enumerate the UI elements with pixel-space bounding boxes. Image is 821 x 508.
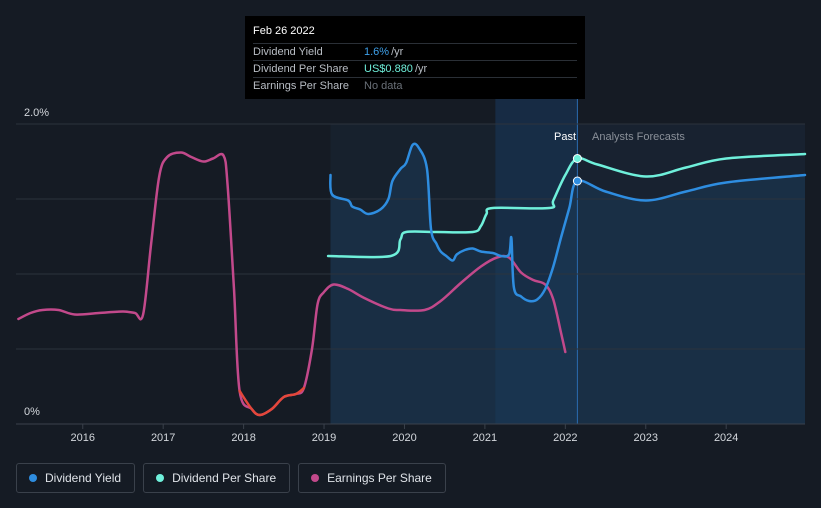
legend-label: Dividend Per Share: [172, 471, 277, 485]
tooltip-row-earnings-per-share: Earnings Per Share No data: [253, 77, 577, 94]
x-tick-label: 2016: [71, 432, 95, 444]
x-tick-label: 2020: [392, 432, 416, 444]
x-tick-label: 2023: [634, 432, 658, 444]
dividend-yield-line: [329, 142, 807, 303]
tooltip-value: US$0.880: [364, 63, 413, 75]
x-tick-label: 2021: [473, 432, 497, 444]
x-tick-label: 2018: [231, 432, 255, 444]
dividend-per-share-line: [326, 152, 807, 259]
x-tick-label: 2024: [714, 432, 738, 444]
hover-tooltip: Feb 26 2022 Dividend Yield 1.6% /yr Divi…: [245, 16, 585, 99]
legend-dividend-per-share[interactable]: Dividend Per Share: [143, 463, 291, 493]
tooltip-row-dividend-yield: Dividend Yield 1.6% /yr: [253, 43, 577, 60]
past-region-label: Past: [554, 131, 576, 143]
legend-label: Earnings Per Share: [327, 471, 432, 485]
earnings-per-share-decline-segment: [238, 386, 306, 417]
legend-dot-icon: [29, 474, 37, 482]
tooltip-label: Dividend Per Share: [253, 63, 349, 75]
tooltip-date: Feb 26 2022: [253, 25, 315, 37]
x-tick-label: 2017: [151, 432, 175, 444]
x-tick-label: 2022: [553, 432, 577, 444]
legend-dot-icon: [156, 474, 165, 482]
chart-background-bands: [330, 97, 805, 424]
y-axis-label-top: 2.0%: [24, 107, 49, 119]
tooltip-value: 1.6%: [364, 46, 390, 58]
dividend-yield-area: [330, 143, 805, 424]
tooltip-label: Earnings Per Share: [253, 80, 349, 92]
chart-legend: Dividend Yield Dividend Per Share Earnin…: [16, 463, 446, 493]
tooltip-label: Dividend Yield: [253, 46, 323, 58]
x-axis-ticks: 2016 2017 2018 2019 2020 2021 2022 2023 2024: [71, 424, 738, 444]
legend-earnings-per-share[interactable]: Earnings Per Share: [298, 463, 446, 493]
tooltip-row-dividend-per-share: Dividend Per Share US$0.880 /yr: [253, 60, 577, 77]
chart-markers: [572, 154, 582, 186]
legend-label: Dividend Yield: [45, 471, 122, 485]
tooltip-value: No data: [364, 80, 403, 92]
dividend-per-share-marker: [572, 154, 582, 163]
forecast-region-label: Analysts Forecasts: [592, 131, 685, 143]
tooltip-unit: /yr: [391, 46, 404, 58]
x-tick-label: 2019: [312, 432, 336, 444]
chart-series: [17, 142, 807, 417]
legend-dot-icon: [311, 474, 320, 482]
dividend-yield-marker: [572, 176, 582, 186]
tooltip-unit: /yr: [414, 63, 428, 75]
legend-dividend-yield[interactable]: Dividend Yield: [16, 463, 136, 493]
y-axis-label-bottom: 0%: [24, 406, 40, 418]
